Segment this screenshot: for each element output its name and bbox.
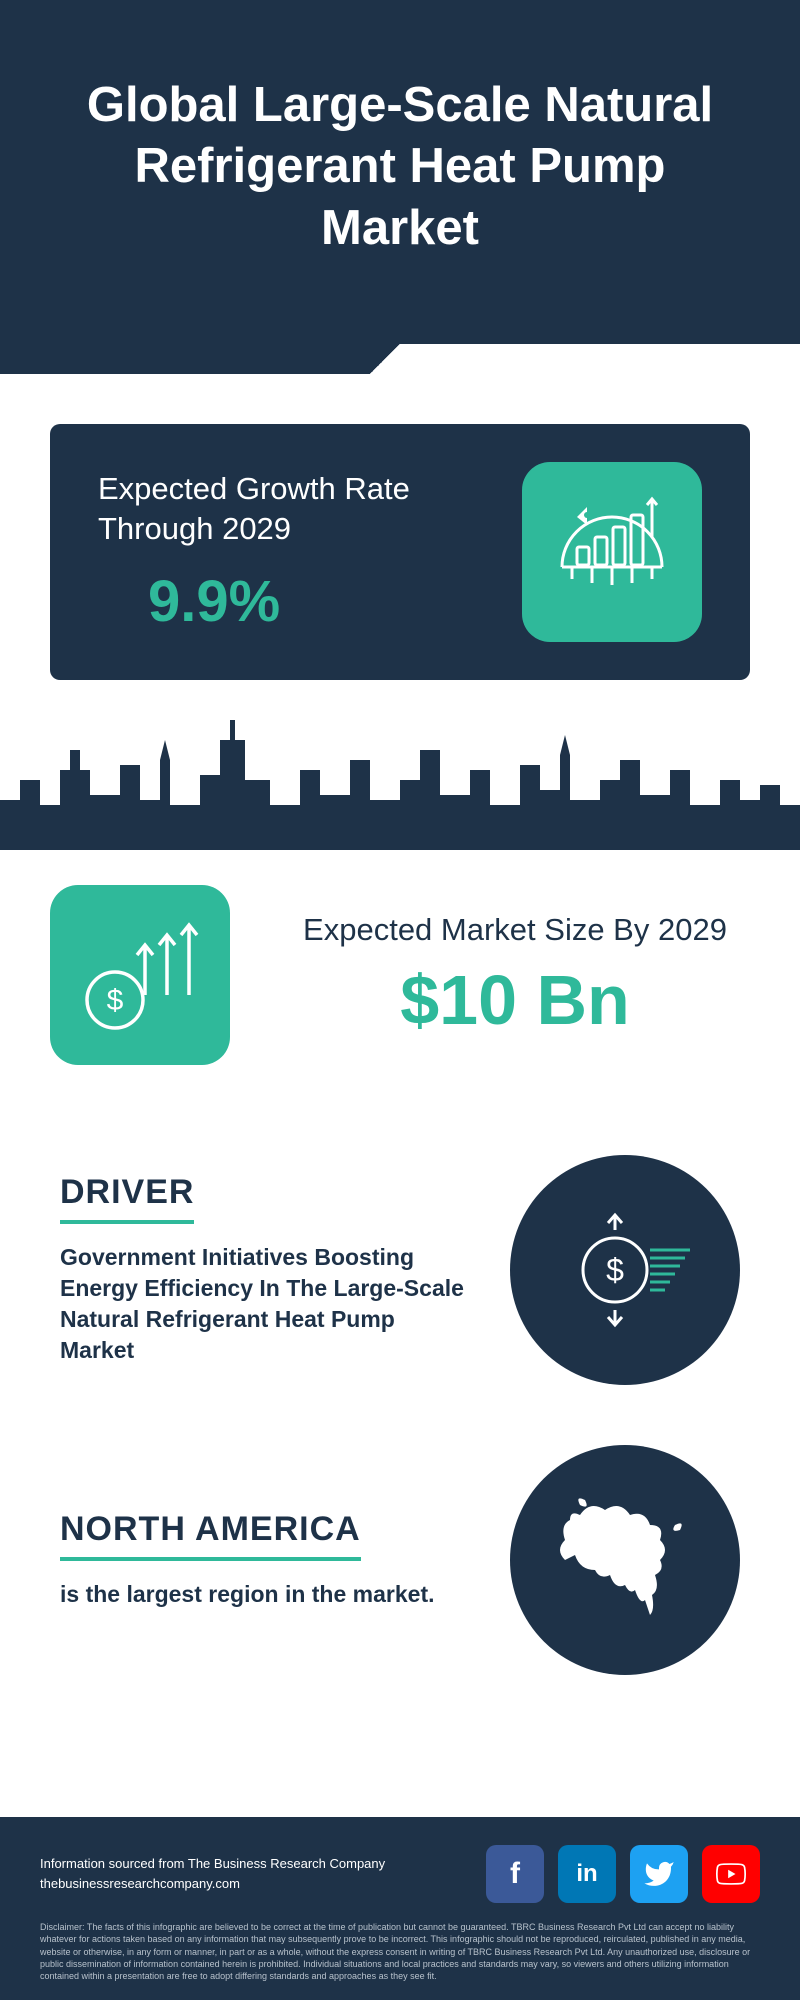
dollar-arrows-icon: $ [50,885,230,1065]
social-icons: f in [486,1845,760,1903]
footer-source: Information sourced from The Business Re… [40,1854,385,1896]
region-heading: NORTH AMERICA [60,1510,361,1561]
growth-value: 9.9% [148,568,522,635]
skyline-divider [0,710,800,850]
driver-section: DRIVER Government Initiatives Boosting E… [0,1125,800,1415]
market-size-text: Expected Market Size By 2029 $10 Bn [280,910,750,1040]
driver-body: Government Initiatives Boosting Energy E… [60,1242,470,1366]
svg-text:$: $ [606,1252,624,1288]
north-america-icon [510,1445,740,1675]
linkedin-icon[interactable]: in [558,1845,616,1903]
growth-rate-card: Expected Growth Rate Through 2029 9.9% [50,424,750,680]
money-flow-icon: $ [510,1155,740,1385]
growth-text: Expected Growth Rate Through 2029 9.9% [98,469,522,635]
source-line1: Information sourced from The Business Re… [40,1854,385,1875]
region-body: is the largest region in the market. [60,1579,470,1610]
growth-label: Expected Growth Rate Through 2029 [98,469,522,550]
disclaimer-text: Disclaimer: The facts of this infographi… [40,1921,760,1982]
svg-text:$: $ [107,984,124,1017]
source-line2: thebusinessresearchcompany.com [40,1874,385,1895]
twitter-icon[interactable] [630,1845,688,1903]
market-size-card: $ Expected Market Size By 2029 $10 Bn [0,850,800,1125]
facebook-icon[interactable]: f [486,1845,544,1903]
header-block: Global Large-Scale Natural Refrigerant H… [0,0,800,344]
market-size-label: Expected Market Size By 2029 [280,910,750,950]
market-size-value: $10 Bn [280,960,750,1040]
page-title: Global Large-Scale Natural Refrigerant H… [60,75,740,259]
driver-heading: DRIVER [60,1173,194,1224]
youtube-icon[interactable] [702,1845,760,1903]
footer: Information sourced from The Business Re… [0,1817,800,2000]
region-section: NORTH AMERICA is the largest region in t… [0,1415,800,1705]
growth-chart-icon [522,462,702,642]
